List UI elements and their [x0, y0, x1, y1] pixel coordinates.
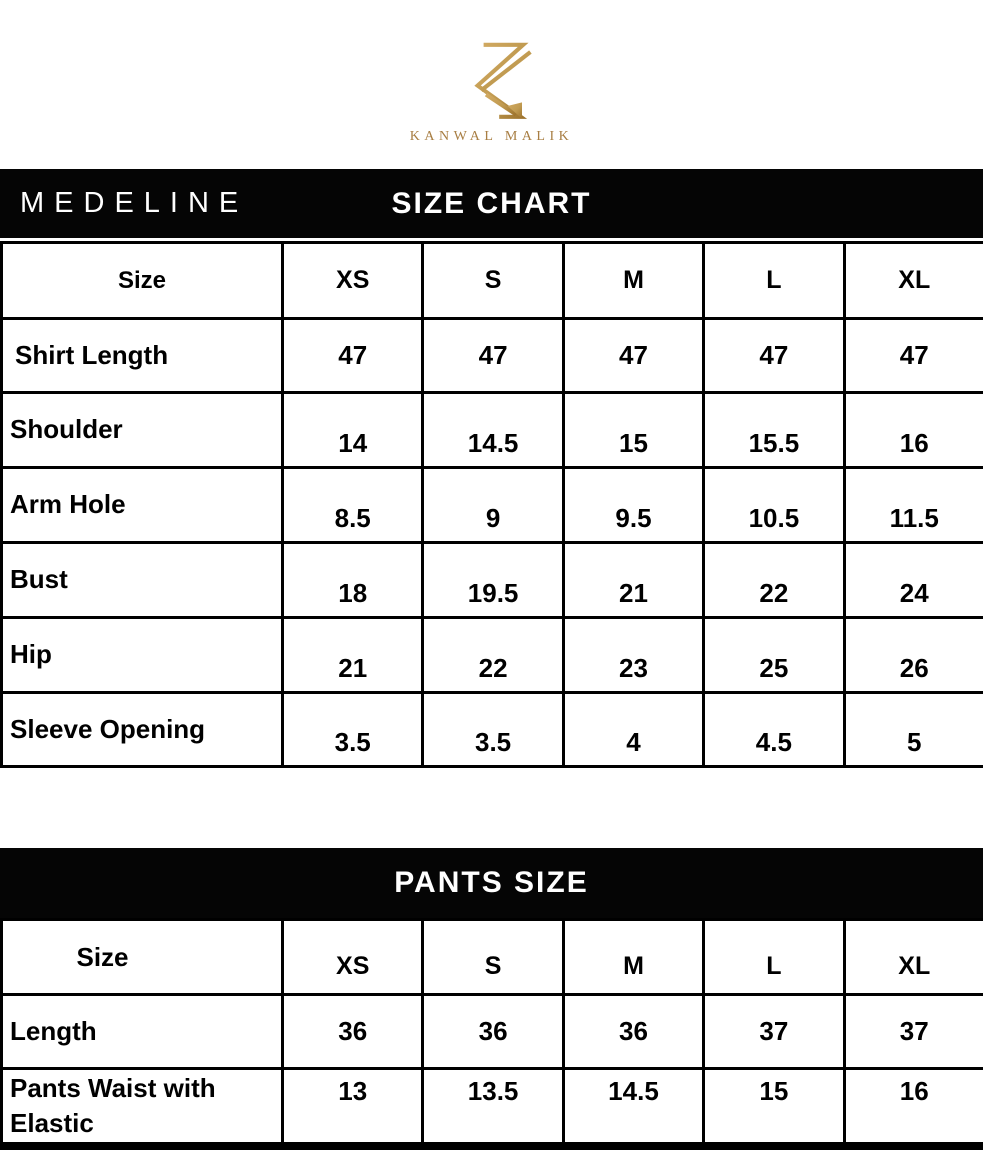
cell-value: 10.5 — [704, 468, 844, 543]
size-chart-title: SIZE CHART — [0, 187, 983, 221]
cell-value: 18 — [283, 543, 423, 618]
cell-value: 4.5 — [704, 693, 844, 767]
cell-value: 15 — [704, 1069, 844, 1147]
cell-value: 14.5 — [423, 393, 563, 468]
row-label: Pants Waist with Elastic — [2, 1069, 283, 1147]
cell-value: 16 — [844, 1069, 983, 1147]
cell-value: 21 — [563, 543, 703, 618]
table-row-length: Length 36 36 36 37 37 — [2, 995, 983, 1069]
cell-value: 21 — [283, 618, 423, 693]
cell-value: 37 — [704, 995, 844, 1069]
pants-size-table: Size XS S M L XL Length 36 36 36 37 37 P… — [0, 918, 983, 1150]
cell-value: 15.5 — [704, 393, 844, 468]
column-header-xl: XL — [844, 920, 983, 995]
row-label: Shirt Length — [2, 319, 283, 393]
cell-value: 14.5 — [563, 1069, 703, 1147]
column-header-m: M — [563, 920, 703, 995]
cell-value: 25 — [704, 618, 844, 693]
cell-value: 22 — [704, 543, 844, 618]
table-row-hip: Hip 21 22 23 25 26 — [2, 618, 983, 693]
cell-value: 36 — [283, 995, 423, 1069]
cell-value: 9 — [423, 468, 563, 543]
size-chart-table: Size XS S M L XL Shirt Length 47 47 47 4… — [0, 241, 983, 768]
cell-value: 14 — [283, 393, 423, 468]
table-row-shirt-length: Shirt Length 47 47 47 47 47 — [2, 319, 983, 393]
table-header-row: Size XS S M L XL — [2, 243, 983, 319]
pants-size-title: PANTS SIZE — [0, 866, 983, 900]
cell-value: 24 — [844, 543, 983, 618]
table-row-sleeve-opening: Sleeve Opening 3.5 3.5 4 4.5 5 — [2, 693, 983, 767]
cell-value: 19.5 — [423, 543, 563, 618]
cell-value: 47 — [563, 319, 703, 393]
cell-value: 36 — [563, 995, 703, 1069]
cell-value: 3.5 — [423, 693, 563, 767]
column-header-l: L — [704, 920, 844, 995]
brand-name: KANWAL MALIK — [0, 129, 983, 145]
table-row-shoulder: Shoulder 14 14.5 15 15.5 16 — [2, 393, 983, 468]
cell-value: 3.5 — [283, 693, 423, 767]
cell-value: 47 — [844, 319, 983, 393]
column-header-xl: XL — [844, 243, 983, 319]
cell-value: 47 — [423, 319, 563, 393]
row-label: Hip — [2, 618, 283, 693]
cell-value: 5 — [844, 693, 983, 767]
cell-value: 47 — [704, 319, 844, 393]
pants-size-title-bar: PANTS SIZE — [0, 848, 983, 918]
cell-value: 16 — [844, 393, 983, 468]
brand-logo-k-icon — [448, 40, 536, 124]
table-row-bust: Bust 18 19.5 21 22 24 — [2, 543, 983, 618]
column-header-s: S — [423, 920, 563, 995]
row-label: Arm Hole — [2, 468, 283, 543]
column-header-size: Size — [2, 243, 283, 319]
cell-value: 23 — [563, 618, 703, 693]
cell-value: 13.5 — [423, 1069, 563, 1147]
row-label: Bust — [2, 543, 283, 618]
column-header-xs: XS — [283, 243, 423, 319]
cell-value: 13 — [283, 1069, 423, 1147]
cell-value: 22 — [423, 618, 563, 693]
row-label: Shoulder — [2, 393, 283, 468]
size-chart-title-bar: MEDELINE SIZE CHART — [0, 169, 983, 238]
table-header-row: Size XS S M L XL — [2, 920, 983, 995]
brand-header: KANWAL MALIK — [0, 0, 983, 169]
cell-value: 9.5 — [563, 468, 703, 543]
cell-value: 4 — [563, 693, 703, 767]
cell-value: 37 — [844, 995, 983, 1069]
column-header-l: L — [704, 243, 844, 319]
column-header-xs: XS — [283, 920, 423, 995]
cell-value: 47 — [283, 319, 423, 393]
table-row-arm-hole: Arm Hole 8.5 9 9.5 10.5 11.5 — [2, 468, 983, 543]
row-label: Length — [2, 995, 283, 1069]
cell-value: 15 — [563, 393, 703, 468]
column-header-m: M — [563, 243, 703, 319]
column-header-s: S — [423, 243, 563, 319]
cell-value: 8.5 — [283, 468, 423, 543]
row-label: Sleeve Opening — [2, 693, 283, 767]
cell-value: 36 — [423, 995, 563, 1069]
cell-value: 11.5 — [844, 468, 983, 543]
table-row-pants-waist: Pants Waist with Elastic 13 13.5 14.5 15… — [2, 1069, 983, 1147]
column-header-size: Size — [2, 920, 283, 995]
cell-value: 26 — [844, 618, 983, 693]
